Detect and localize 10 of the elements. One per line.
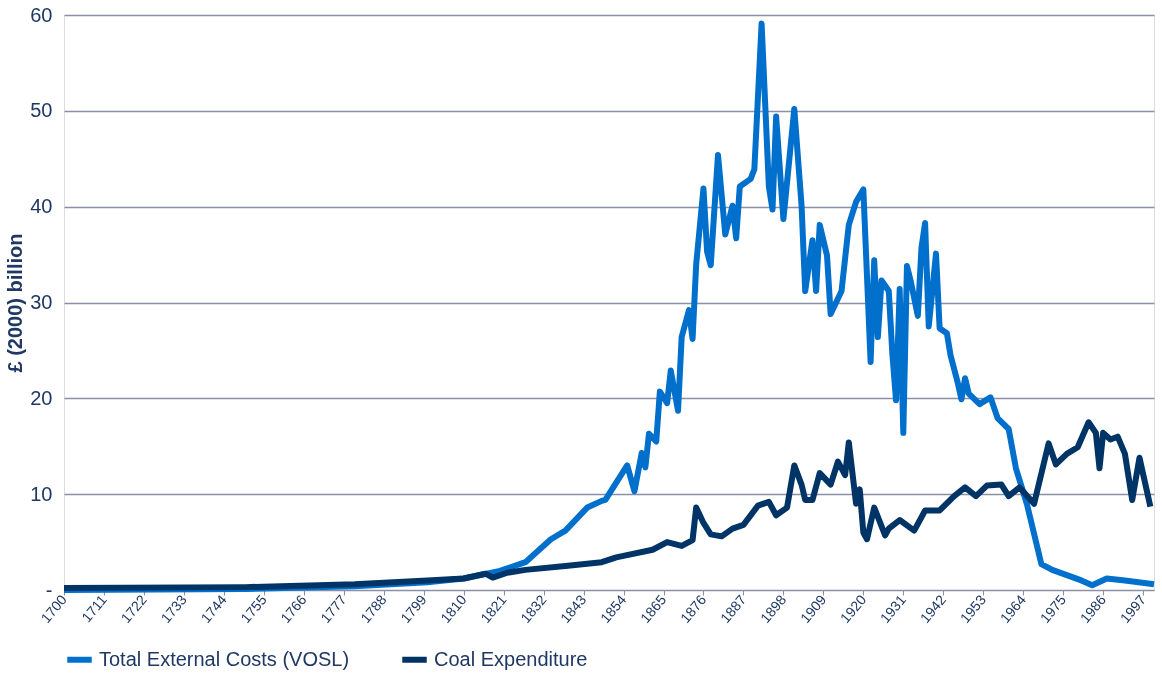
y-tick-label: 20 (30, 386, 53, 409)
legend-label: Coal Expenditure (434, 647, 588, 670)
y-tick-label: 30 (30, 291, 53, 313)
y-tick-label: 40 (30, 195, 53, 218)
y-axis-title: £ (2000) billion (4, 233, 27, 373)
y-tick-label: 60 (30, 3, 53, 26)
legend-label: Total External Costs (VOSL) (99, 647, 350, 670)
y-tick-label: - (45, 578, 53, 601)
y-tick-label: 10 (30, 482, 53, 505)
y-tick-label: 50 (30, 99, 53, 122)
